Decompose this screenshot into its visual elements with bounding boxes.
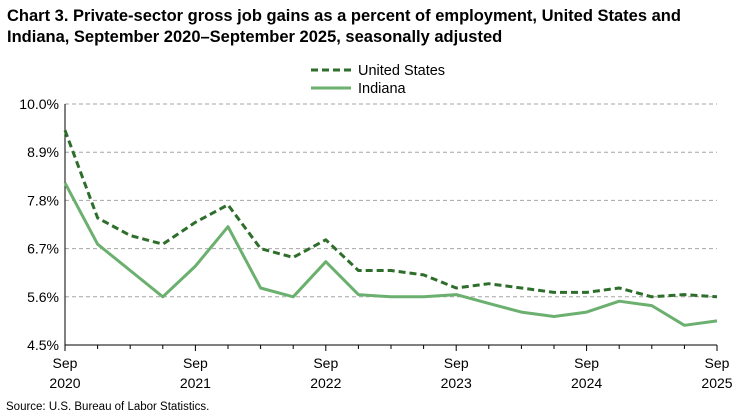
x-axis-ticks: Sep 2020 Sep 2021 Sep 2022 Sep 2023 Sep 2024 Sep 20… bbox=[49, 345, 733, 391]
x-tick-label-year: 2022 bbox=[310, 375, 341, 391]
x-tick-label-month: Sep bbox=[705, 355, 730, 371]
x-tick-label-year: 2021 bbox=[180, 375, 211, 391]
legend-label-indiana: Indiana bbox=[358, 81, 407, 97]
x-tick-label-month: Sep bbox=[574, 355, 599, 371]
legend: United States Indiana bbox=[311, 63, 445, 97]
y-tick-label: 5.6% bbox=[27, 289, 59, 305]
x-tick-label-year: 2023 bbox=[441, 375, 472, 391]
y-tick-label: 7.8% bbox=[27, 192, 59, 208]
legend-label-united-states: United States bbox=[358, 63, 445, 79]
x-tick-label-year: 2024 bbox=[571, 375, 602, 391]
x-tick-label-year: 2020 bbox=[49, 375, 80, 391]
chart-title: Chart 3. Private-sector gross job gains … bbox=[7, 7, 681, 46]
y-tick-label: 10.0% bbox=[19, 96, 59, 112]
series-line-united-states bbox=[63, 129, 718, 299]
axes bbox=[64, 104, 717, 346]
source-note: Source: U.S. Bureau of Labor Statistics. bbox=[6, 401, 210, 413]
x-tick-label-month: Sep bbox=[183, 355, 208, 371]
y-tick-label: 6.7% bbox=[27, 241, 59, 257]
y-tick-label: 4.5% bbox=[27, 337, 59, 353]
series-line-indiana bbox=[63, 182, 718, 327]
x-tick-label-month: Sep bbox=[444, 355, 469, 371]
x-tick-label-month: Sep bbox=[53, 355, 78, 371]
x-tick-label-year: 2025 bbox=[701, 375, 732, 391]
gridlines bbox=[65, 103, 717, 298]
y-axis-ticks: 10.0% 8.9% 7.8% 6.7% 5.6% 4.5% bbox=[19, 96, 59, 353]
series-lines bbox=[63, 129, 718, 327]
y-tick-label: 8.9% bbox=[27, 144, 59, 160]
x-tick-label-month: Sep bbox=[313, 355, 338, 371]
